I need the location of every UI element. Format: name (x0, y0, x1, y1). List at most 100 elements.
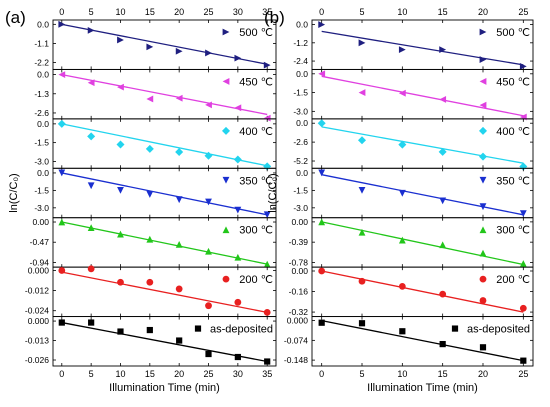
data-point (175, 240, 183, 248)
legend-label: 400 ℃ (239, 126, 273, 138)
data-point (205, 49, 212, 57)
subplot-300-: 0.00 -0.39 -0.78 300 ℃ (289, 217, 534, 268)
legend-label: 300 ℃ (239, 225, 273, 237)
bottom-x-tick-label: 0 (319, 369, 324, 379)
top-x-tick-label: 10 (115, 7, 125, 17)
subplot-450-: 0.0 -1.3 -2.6 450 ℃ (34, 68, 277, 122)
chart-panel-b: (b) 0 5 10 15 20 25 0 5 10 15 20 25 Illumination Time… (264, 7, 534, 394)
data-point (263, 114, 271, 122)
data-point (57, 119, 66, 128)
y-tick-label: 0.0 (37, 19, 49, 29)
subplot-400-: 0.0 -2.6 -5.2 400 ℃ (293, 118, 534, 171)
y-tick-label: -3.0 (34, 156, 49, 166)
subplot-as-deposited: 0.000 -0.074 -0.148 as-deposited (284, 316, 534, 367)
subplot-300-: 0.00 -0.47 -0.94 300 ℃ (30, 217, 277, 268)
y-tick-label: 0.0 (37, 70, 49, 80)
legend-marker (222, 28, 230, 36)
data-point (438, 147, 447, 156)
top-x-tick-label: 20 (478, 7, 488, 17)
fit-line (321, 270, 524, 313)
data-point (234, 206, 242, 214)
data-point (358, 89, 366, 96)
data-point (116, 140, 125, 149)
y-tick-label: -0.074 (284, 335, 308, 345)
y-tick-label: -2.4 (293, 56, 308, 66)
legend-marker (194, 325, 202, 332)
data-point (146, 191, 154, 198)
legend-marker (479, 275, 487, 283)
legend-marker (479, 126, 487, 135)
fit-line (61, 221, 268, 265)
data-point (58, 267, 66, 274)
bottom-x-tick-label: 20 (174, 369, 184, 379)
data-point (358, 136, 367, 145)
y-tick-label: -0.94 (30, 257, 50, 267)
legend-label: 300 ℃ (496, 225, 530, 237)
data-point (146, 278, 154, 286)
y-tick-label: -1.5 (34, 185, 49, 195)
y-tick-label: 0.0 (296, 118, 308, 128)
y-tick-label: 0.00 (32, 217, 49, 227)
fit-line (321, 75, 524, 117)
data-point (318, 218, 326, 226)
data-point (87, 79, 95, 87)
data-point (175, 47, 183, 55)
top-x-tick-label: 5 (89, 7, 94, 17)
y-tick-label: -0.024 (25, 306, 49, 316)
top-x-tick-label: 15 (438, 7, 448, 17)
fit-line (61, 23, 268, 65)
top-x-tick-label: 5 (359, 7, 364, 17)
x-axis-label: Illumination Time (min) (109, 382, 220, 394)
legend-label: 400 ℃ (496, 126, 530, 138)
data-point (205, 101, 212, 109)
data-point (146, 326, 153, 334)
legend-label: 500 ℃ (239, 27, 273, 39)
y-tick-label: 0.0 (37, 168, 49, 178)
y-tick-label: -0.47 (30, 237, 50, 247)
y-tick-label: -2.6 (34, 108, 49, 118)
top-x-tick-label: 10 (397, 7, 407, 17)
top-x-tick-label: 0 (319, 7, 324, 17)
data-point (398, 140, 407, 149)
legend-marker (222, 126, 230, 135)
data-point (58, 218, 66, 226)
y-tick-label: -2.2 (34, 57, 49, 67)
data-point (117, 230, 124, 238)
legend-label: 450 ℃ (239, 76, 273, 88)
subplot-frame (52, 316, 277, 367)
y-tick-label: 0.000 (287, 316, 309, 326)
data-point (234, 298, 242, 306)
legend-marker (222, 176, 230, 184)
bottom-x-tick-label: 5 (359, 369, 364, 379)
bottom-x-tick-label: 15 (145, 369, 155, 379)
data-point (233, 155, 242, 164)
fit-line (321, 30, 524, 66)
data-point (205, 302, 212, 310)
subplot-200-: 0.00 -0.16 -0.32 200 ℃ (289, 266, 534, 317)
bottom-x-tick-label: 35 (262, 369, 272, 379)
legend-label: 200 ℃ (239, 274, 273, 286)
data-point (479, 101, 487, 109)
data-point (263, 61, 271, 69)
data-point (88, 319, 95, 326)
fit-line (61, 321, 268, 363)
data-point (175, 148, 184, 157)
y-tick-label: -1.2 (293, 38, 308, 48)
y-tick-label: -0.32 (289, 307, 309, 317)
bottom-x-tick-label: 25 (518, 369, 528, 379)
data-point (439, 46, 447, 54)
data-point (58, 71, 66, 78)
data-point (318, 319, 325, 326)
legend-label: as-deposited (467, 324, 530, 336)
data-point (399, 328, 406, 335)
y-tick-label: 0.000 (28, 316, 50, 326)
fit-line (321, 174, 524, 216)
legend-marker (479, 78, 487, 85)
legend-label: 350 ℃ (239, 175, 273, 187)
fit-line (321, 126, 524, 164)
data-point (318, 267, 326, 275)
data-point (87, 182, 95, 190)
y-tick-label: 0.0 (37, 119, 49, 129)
y-axis-label: ln(C/C₀) (8, 173, 20, 212)
